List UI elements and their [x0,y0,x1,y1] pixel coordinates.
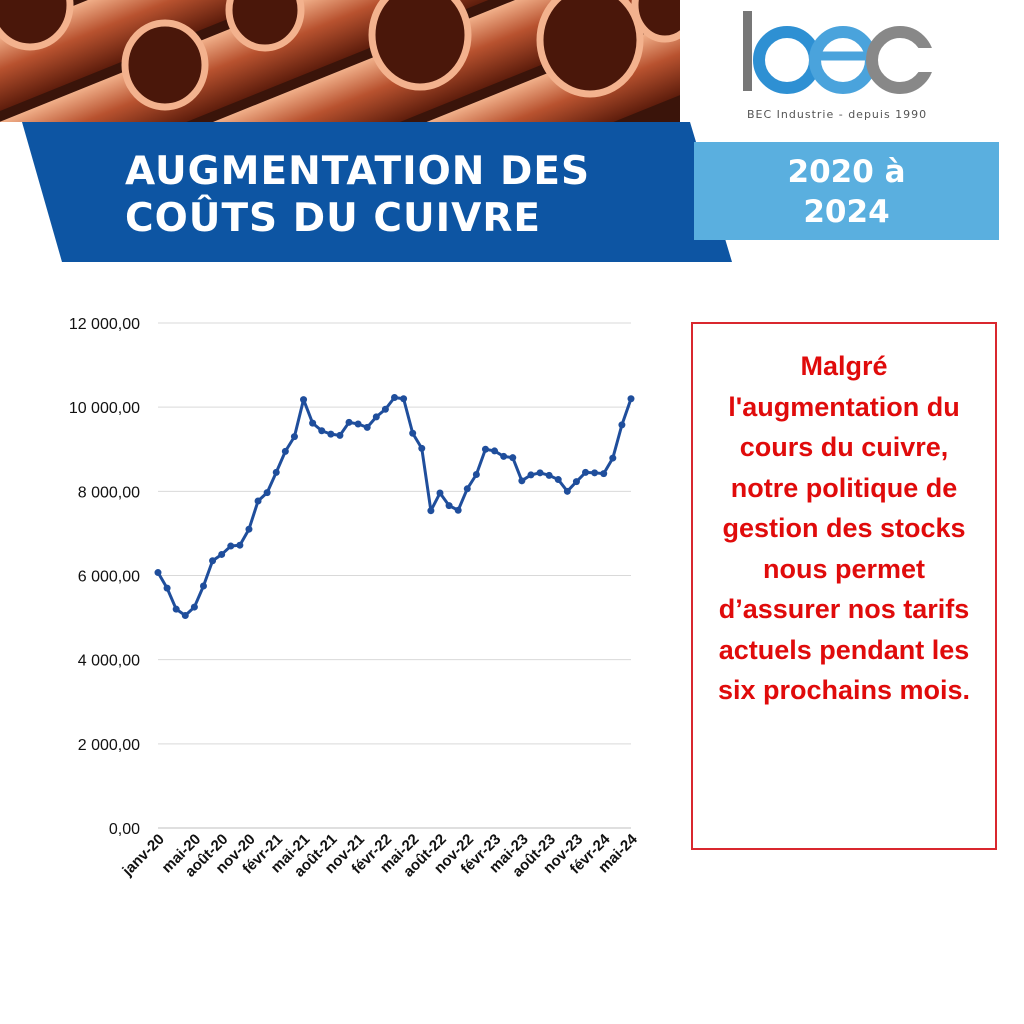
bec-logo-mark [743,11,935,94]
years-line-1: 2020 à [787,154,906,190]
y-tick-label: 10 000,00 [69,400,140,417]
data-point [318,427,326,435]
y-tick-label: 6 000,00 [78,569,140,586]
data-point [272,468,280,476]
data-point [163,584,171,592]
data-point [500,452,508,460]
data-point [409,429,417,437]
data-point [372,413,380,421]
data-point [572,478,580,486]
data-point [545,471,553,479]
y-tick-label: 4 000,00 [78,653,140,670]
data-point [400,395,408,403]
data-point [463,485,471,493]
data-point [563,487,571,495]
logo-tagline: BEC Industrie - depuis 1990 [747,108,928,121]
data-point [290,433,298,441]
data-point [254,497,262,505]
copper-pipes-photo [0,0,680,122]
data-point [491,447,499,455]
y-tick-label: 12 000,00 [69,316,140,333]
x-tick-label: janv-20 [119,831,168,880]
page-title-line-2: COÛTS DU CUIVRE [125,196,541,241]
data-point [454,506,462,514]
data-point [554,476,562,484]
data-point [391,393,398,401]
data-point [245,525,253,533]
data-point [363,423,371,431]
page-title: AUGMENTATION DES COÛTS DU CUIVRE [125,148,685,242]
note-text: Malgré l'augmentation du cours du cuivre… [717,351,971,705]
data-point [227,542,235,550]
data-point [181,611,189,619]
years-text: 2020 à 2024 [694,152,999,232]
series-line [156,395,633,617]
data-point [436,489,444,497]
data-point [445,502,453,510]
data-point [327,430,335,438]
data-point [591,469,599,477]
data-point [336,431,344,439]
data-point [381,405,389,413]
data-point [154,569,162,577]
data-point [263,489,271,497]
data-point [618,421,626,429]
data-point [600,470,608,478]
data-point [609,454,617,462]
years-line-2: 2024 [803,194,890,230]
data-point [627,395,635,403]
data-point [582,468,590,476]
data-point [345,418,353,426]
data-point [199,582,207,590]
data-point [218,550,226,558]
data-point [172,605,180,613]
data-point [354,420,362,428]
data-point [209,557,217,565]
data-point [236,541,244,549]
data-point [481,445,489,453]
y-tick-label: 2 000,00 [78,737,140,754]
data-point [527,471,535,479]
years-badge: 2020 à 2024 [694,142,999,240]
y-tick-label: 8 000,00 [78,484,140,501]
data-point [518,477,526,485]
data-point [536,469,544,477]
data-point [309,419,317,427]
y-tick-label: 0,00 [109,821,140,838]
data-point [418,444,426,452]
data-point [190,603,198,611]
copper-price-chart: 0,00 2 000,00 4 000,00 6 000,00 8 000,00 10 0… [69,316,641,881]
data-point [300,396,308,404]
data-point [427,507,435,515]
note-box: Malgré l'augmentation du cours du cuivre… [691,322,997,850]
data-point [281,447,289,455]
data-point [509,454,517,462]
bec-logo: BEC Industrie - depuis 1990 [735,5,935,123]
page-title-line-1: AUGMENTATION DES [125,149,591,194]
data-point [472,471,480,478]
title-banner [22,122,732,262]
